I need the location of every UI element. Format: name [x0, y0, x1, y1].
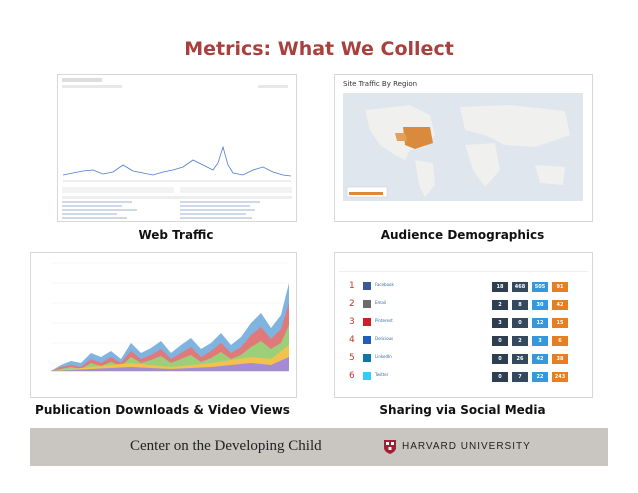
share-row: 2 Email 2 8 30 42	[335, 297, 592, 315]
share-rank: 6	[349, 371, 355, 381]
stacked-area-graphic	[51, 262, 289, 372]
share-row: 4 Delicious 0 2 3 6	[335, 333, 592, 351]
share-value: 0	[492, 372, 508, 382]
share-value: 3	[532, 336, 548, 346]
share-value: 3	[492, 318, 508, 328]
pinterest-icon	[363, 318, 371, 326]
linkedin-icon	[363, 354, 371, 362]
downloads-chart-screenshot	[30, 252, 297, 398]
caption-web-traffic: Web Traffic	[138, 228, 214, 242]
web-traffic-screenshot	[57, 74, 297, 222]
share-value: 0	[492, 336, 508, 346]
share-value: 26	[512, 354, 528, 364]
slide-title: Metrics: What We Collect	[184, 38, 454, 60]
share-rank: 3	[349, 317, 355, 327]
share-value: 38	[552, 354, 568, 364]
share-value: 8	[512, 300, 528, 310]
harvard-shield-icon	[384, 440, 396, 454]
delicious-icon	[363, 336, 371, 344]
share-value: 22	[532, 372, 548, 382]
caption-audience: Audience Demographics	[380, 228, 545, 242]
share-value: 468	[512, 282, 528, 292]
share-rank: 5	[349, 353, 355, 363]
email-icon	[363, 300, 371, 308]
sharing-screenshot: 1 Facebook 18 468 505 91 2 Email 2 8 30 …	[334, 252, 593, 398]
university-name: HARVARD UNIVERSITY	[402, 441, 531, 452]
share-name: LinkedIn	[375, 354, 392, 359]
share-value: 2	[492, 300, 508, 310]
share-rank: 4	[349, 335, 355, 345]
share-value: 91	[552, 282, 568, 292]
share-value: 505	[532, 282, 548, 292]
share-value: 15	[552, 318, 568, 328]
share-row: 3 Pinterest 3 0 12 15	[335, 315, 592, 333]
share-name: Facebook	[375, 282, 394, 287]
share-name: Pinterest	[375, 318, 393, 323]
share-value: 12	[532, 318, 548, 328]
share-value: 243	[552, 372, 568, 382]
share-value: 0	[492, 354, 508, 364]
share-row: 5 LinkedIn 0 26 42 38	[335, 351, 592, 369]
share-value: 7	[512, 372, 528, 382]
share-name: Twitter	[375, 372, 389, 377]
share-name: Email	[375, 300, 387, 305]
share-value: 2	[512, 336, 528, 346]
share-rank: 1	[349, 281, 355, 291]
share-value: 30	[532, 300, 548, 310]
twitter-icon	[363, 372, 371, 380]
audience-map-screenshot: Site Traffic By Region	[334, 74, 593, 222]
share-value: 0	[512, 318, 528, 328]
share-row: 1 Facebook 18 468 505 91	[335, 279, 592, 297]
map-heading: Site Traffic By Region	[343, 80, 418, 88]
share-value: 18	[492, 282, 508, 292]
world-map	[343, 93, 583, 201]
share-value: 42	[552, 300, 568, 310]
share-name: Delicious	[375, 336, 394, 341]
share-value: 42	[532, 354, 548, 364]
share-rank: 2	[349, 299, 355, 309]
share-value: 6	[552, 336, 568, 346]
center-name: Center on the Developing Child	[130, 438, 322, 454]
web-traffic-graphic	[62, 78, 292, 219]
caption-downloads-bottom: Publication Downloads & Video Views	[35, 403, 290, 417]
facebook-icon	[363, 282, 371, 290]
share-row: 6 Twitter 0 7 22 243	[335, 369, 592, 387]
caption-sharing: Sharing via Social Media	[379, 403, 546, 417]
footer-bar: Center on the Developing Child HARVARD U…	[30, 428, 608, 466]
